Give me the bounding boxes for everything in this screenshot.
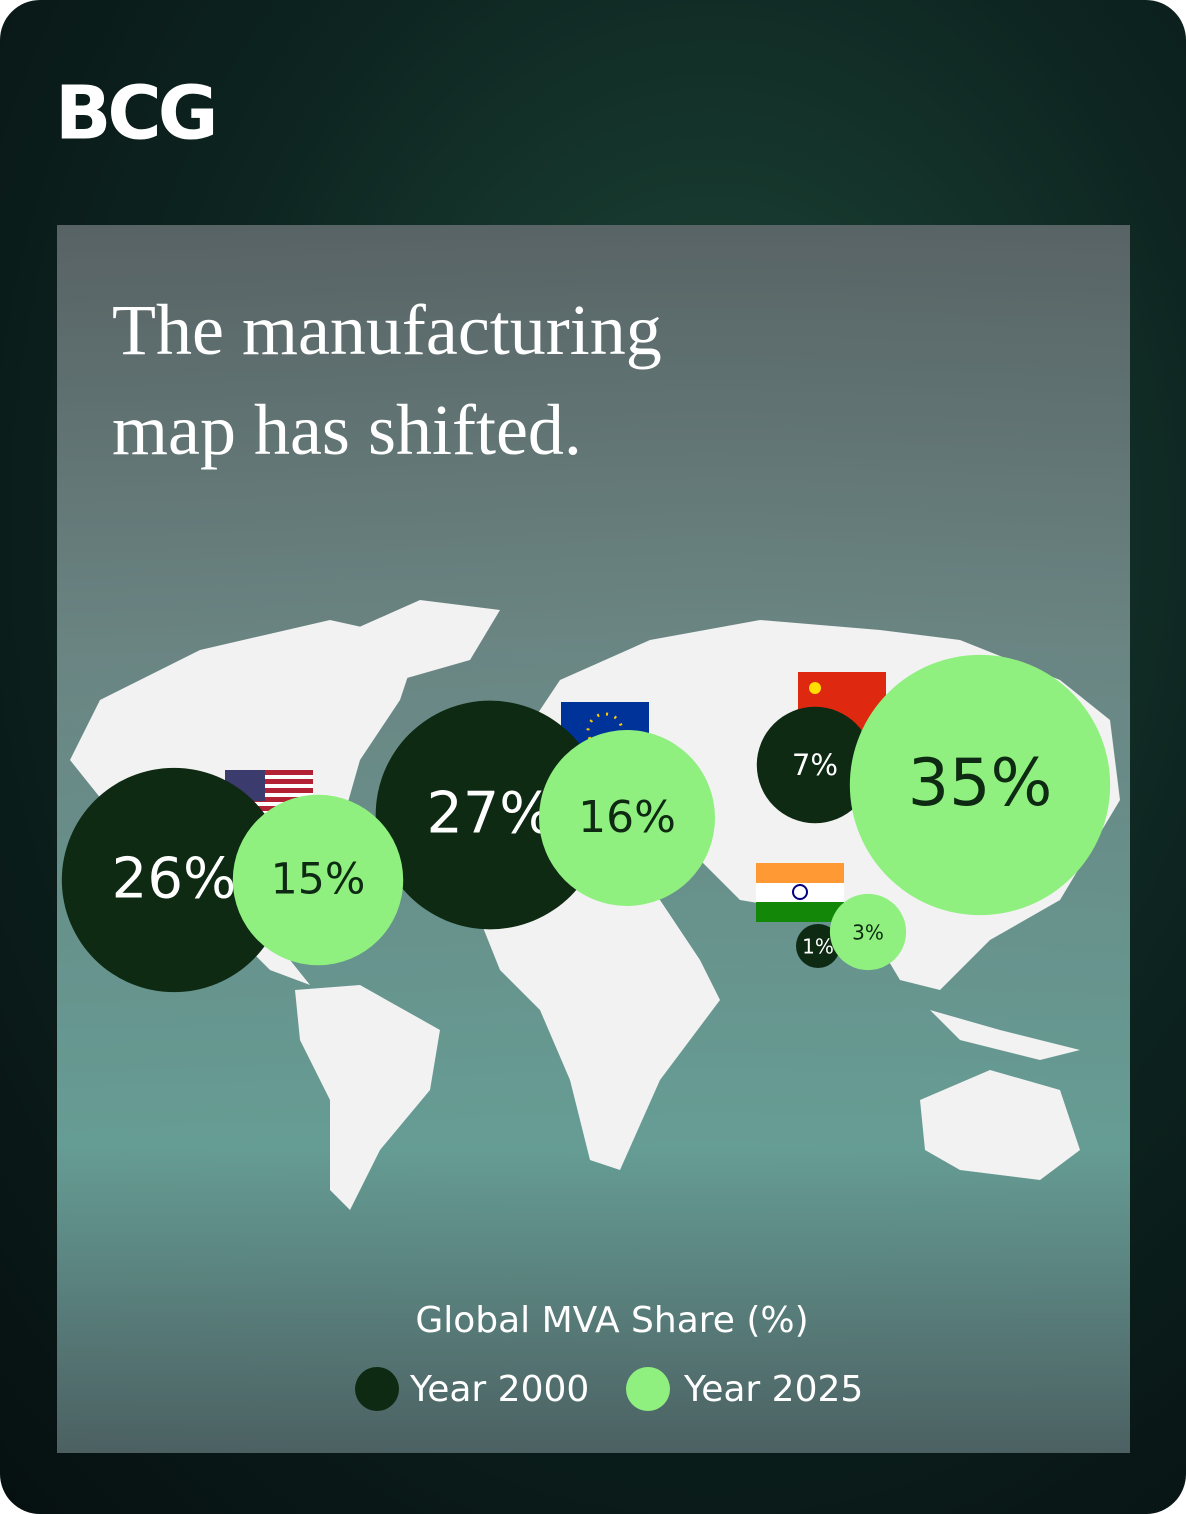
legend-swatch [355,1367,399,1411]
value-label: 16% [578,792,676,843]
value-label: 3% [852,921,884,945]
chart-title: The manufacturing map has shifted. [112,290,662,470]
legend-title: Global MVA Share (%) [415,1300,808,1341]
legend-label: Year 2025 [683,1369,863,1410]
bubble [849,654,1111,916]
bubble [61,767,287,993]
value-label: 7% [792,748,838,782]
value-label: 26% [112,847,237,912]
value-label: 27% [426,781,553,847]
legend-label: Year 2000 [409,1369,589,1410]
flag-india [756,863,844,922]
legend: Year 2000 Year 2025 [355,1367,863,1411]
bubble [829,893,907,971]
legend-swatch [626,1367,670,1411]
title-line: map has shifted. [112,390,582,470]
logo: BCG [55,71,214,157]
bubble [375,700,605,930]
bubble [539,730,715,906]
bubble [756,706,874,824]
bubbles: 26% 27% 7% 1% 15% 16% 35% 3% [61,654,1111,993]
bubble [796,924,840,968]
value-label: 15% [271,855,366,905]
bubble [232,794,404,966]
value-label: 1% [802,935,834,959]
title-line: The manufacturing [112,290,662,370]
value-label: 35% [908,746,1053,821]
